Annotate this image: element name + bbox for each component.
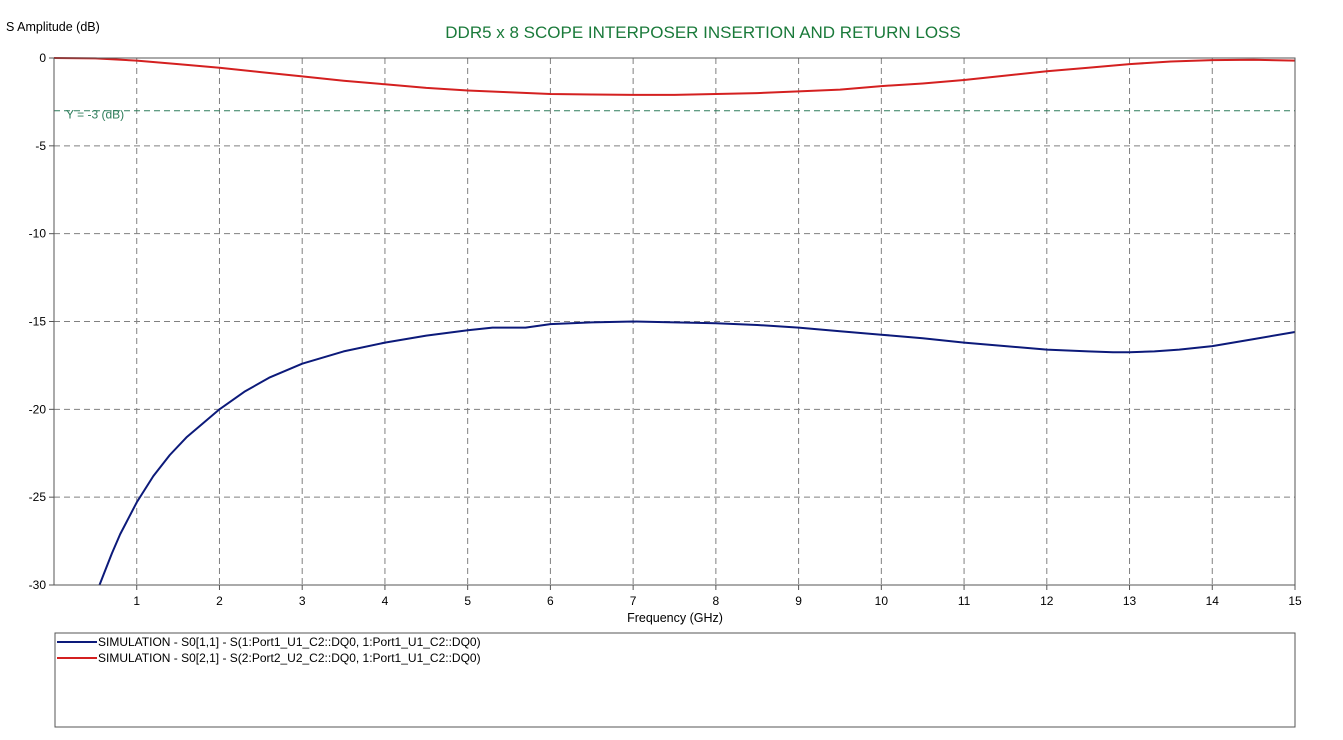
chart-title: DDR5 x 8 SCOPE INTERPOSER INSERTION AND … — [445, 23, 960, 42]
legend-label-1: SIMULATION - S0[1,1] - S(1:Port1_U1_C2::… — [98, 635, 481, 649]
y-tick-label: -5 — [35, 139, 46, 153]
x-axis-label: Frequency (GHz) — [627, 611, 723, 625]
y-tick-label: -10 — [29, 227, 47, 241]
x-tick-label: 15 — [1288, 594, 1302, 608]
legend: SIMULATION - S0[1,1] - S(1:Port1_U1_C2::… — [54, 632, 1296, 728]
reference-line-label: Y = -3 (dB) — [66, 108, 124, 122]
x-tick-label: 7 — [630, 594, 637, 608]
y-tick-label: 0 — [39, 51, 46, 65]
x-tick-label: 2 — [216, 594, 223, 608]
reference-line: Y = -3 (dB) — [54, 108, 1295, 122]
ticks: 1 2 3 4 5 6 7 8 9 10 11 12 13 14 150-5-10-15-20-25-30 — [29, 51, 1302, 608]
series-group — [53, 57, 1296, 586]
x-tick-label: 11 — [958, 594, 971, 608]
y-tick-label: -30 — [29, 578, 47, 592]
x-tick-label: 8 — [713, 594, 720, 608]
series-line-2 — [53, 57, 1296, 96]
x-tick-label: 14 — [1206, 594, 1220, 608]
plot-frame — [53, 57, 1296, 586]
y-tick-label: -15 — [29, 315, 47, 329]
y-tick-label: -25 — [29, 490, 47, 504]
x-tick-label: 3 — [299, 594, 306, 608]
legend-box — [54, 632, 1296, 728]
y-axis-label: S Amplitude (dB) — [6, 20, 100, 34]
x-tick-label: 10 — [875, 594, 889, 608]
legend-label-2: SIMULATION - S0[2,1] - S(2:Port2_U2_C2::… — [98, 651, 481, 665]
x-tick-label: 9 — [795, 594, 802, 608]
series-line-1 — [98, 320, 1296, 586]
x-tick-label: 13 — [1123, 594, 1137, 608]
x-tick-label: 1 — [133, 594, 140, 608]
x-tick-label: 6 — [547, 594, 554, 608]
x-tick-label: 5 — [464, 594, 471, 608]
y-tick-label: -20 — [29, 402, 47, 416]
x-tick-label: 4 — [382, 594, 389, 608]
x-tick-label: 12 — [1040, 594, 1054, 608]
